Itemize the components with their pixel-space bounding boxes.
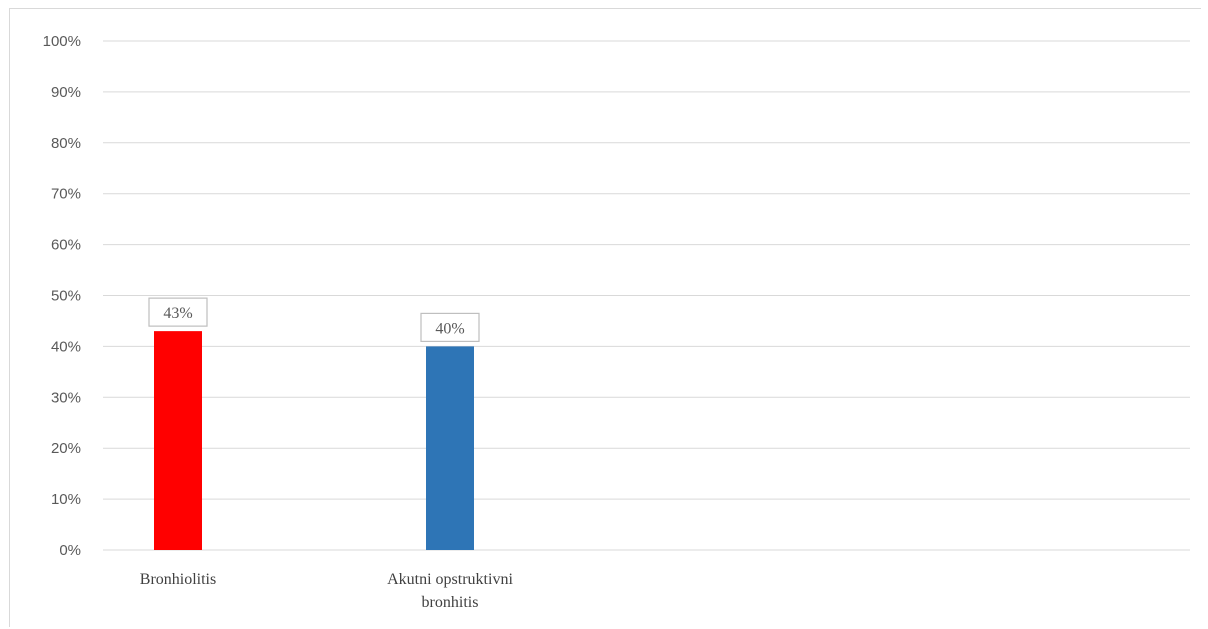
gridlines — [103, 40, 1190, 551]
bar — [426, 346, 474, 550]
bars — [154, 331, 474, 550]
y-tick-label: 90% — [51, 84, 81, 101]
y-tick-label: 60% — [51, 237, 81, 254]
data-label-text: 43% — [163, 305, 192, 322]
y-tick-label: 30% — [51, 389, 81, 406]
y-tick-label: 20% — [51, 440, 81, 457]
x-category-label: Akutni opstruktivni — [387, 571, 513, 588]
chart-frame — [9, 8, 1201, 627]
y-tick-label: 40% — [51, 338, 81, 355]
data-label-box — [148, 297, 208, 327]
y-tick-label: 0% — [59, 542, 81, 559]
y-tick-label: 100% — [43, 33, 81, 50]
data-labels: 43% 40% — [148, 297, 480, 342]
y-tick-label: 10% — [51, 491, 81, 508]
y-tick-label: 80% — [51, 135, 81, 152]
x-category-label: bronhitis — [422, 594, 479, 611]
data-label: 40% — [420, 312, 480, 342]
y-axis-tick-labels: 0% 10% 20% 30% 40% 50% 60% 70% 80% 90% 100% — [43, 33, 81, 559]
y-tick-label: 70% — [51, 186, 81, 203]
y-tick-label: 50% — [51, 288, 81, 305]
data-label: 43% — [148, 297, 208, 327]
x-axis-category-labels: Bronhiolitis Akutni opstruktivni bronhitis — [140, 571, 514, 611]
x-category-label: Bronhiolitis — [140, 571, 216, 588]
bar — [154, 331, 202, 550]
data-label-text: 40% — [435, 320, 464, 337]
data-label-box — [420, 312, 480, 342]
